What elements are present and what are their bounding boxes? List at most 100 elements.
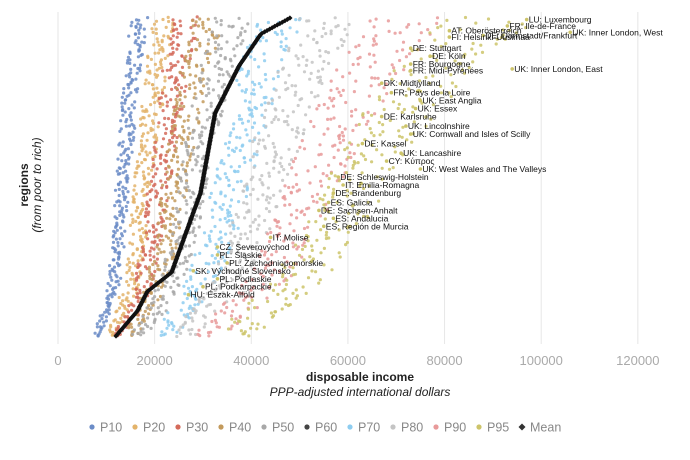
p40-point — [178, 70, 182, 74]
p10-point — [126, 55, 130, 59]
p10-point — [113, 204, 117, 208]
legend-marker-p80 — [390, 424, 396, 430]
p20-point — [139, 145, 144, 149]
p40-point — [163, 226, 167, 230]
p10-point — [129, 111, 133, 115]
p20-point — [126, 291, 130, 295]
p95-point — [447, 91, 451, 95]
p30-point — [154, 189, 158, 193]
p70-point — [208, 195, 212, 200]
p10-point — [123, 110, 127, 114]
p30-point — [130, 303, 134, 307]
p90-point — [210, 319, 214, 324]
p80-point — [210, 291, 214, 295]
p95-point — [345, 194, 349, 198]
p95-point — [239, 329, 243, 333]
p90-point — [435, 16, 440, 20]
p40-point — [187, 65, 191, 69]
p40-point — [185, 161, 189, 165]
p90-point — [435, 21, 439, 25]
p40-point — [169, 239, 173, 243]
p80-point — [272, 117, 276, 122]
p90-point — [350, 109, 354, 113]
p80-point — [302, 128, 306, 132]
p70-point — [250, 92, 254, 96]
p95-point — [327, 177, 331, 181]
p30-point — [162, 158, 167, 162]
p90-point — [344, 100, 348, 105]
p40-point — [174, 140, 178, 144]
p40-point — [175, 160, 180, 164]
p50-point — [201, 199, 205, 204]
p90-point — [250, 295, 254, 299]
p40-point — [182, 75, 186, 79]
p90-point — [294, 173, 298, 177]
p80-point — [200, 296, 204, 300]
p90-point — [303, 237, 307, 242]
p40-point — [167, 142, 171, 146]
p40-point — [206, 17, 210, 21]
p30-point — [144, 231, 149, 235]
legend-label-p50: P50 — [272, 421, 294, 435]
p30-point — [183, 89, 187, 93]
p95-point — [324, 236, 328, 241]
p70-point — [202, 231, 207, 235]
p95-point — [391, 100, 396, 104]
p95-point — [348, 224, 352, 228]
p10-point — [118, 172, 122, 176]
p10-point — [95, 325, 99, 329]
p95-point — [370, 113, 374, 117]
legend: P10 P20 P30 P40 P50 P60 P70 P80 P90 P95 Mean — [89, 421, 561, 435]
p20-point — [132, 294, 136, 298]
p50-point — [163, 260, 167, 264]
p70-point — [259, 85, 263, 89]
p10-point — [142, 41, 146, 45]
p40-point — [180, 136, 184, 140]
p20-point — [134, 209, 138, 213]
p80-point — [243, 216, 247, 220]
p95-point — [368, 127, 372, 131]
p50-point — [205, 177, 209, 181]
p95-point — [495, 37, 499, 41]
p90-point — [295, 216, 299, 220]
p20-point — [119, 316, 123, 320]
p10-point — [108, 284, 112, 288]
p95-point — [247, 334, 251, 338]
p95-point — [331, 195, 335, 199]
p40-point — [159, 250, 163, 254]
p70-point — [179, 308, 183, 312]
p10-point — [126, 147, 130, 151]
p40-point — [173, 217, 178, 222]
p70-point — [234, 146, 238, 150]
p20-point — [149, 126, 153, 130]
p30-point — [146, 213, 150, 217]
y-axis-title: regions — [17, 163, 31, 207]
p40-point — [161, 224, 165, 228]
p70-point — [200, 300, 204, 304]
p80-point — [268, 227, 272, 231]
p95-point — [366, 200, 370, 204]
p40-point — [169, 191, 173, 195]
p80-point — [271, 141, 275, 146]
p50-point — [136, 331, 140, 335]
p20-point — [148, 69, 152, 73]
p80-point — [251, 187, 255, 191]
p30-point — [164, 131, 168, 135]
p50-point — [186, 185, 190, 189]
p95-point — [378, 133, 382, 137]
p10-point — [118, 141, 122, 145]
p70-point — [252, 152, 256, 156]
p80-point — [278, 189, 282, 193]
p90-point — [296, 245, 300, 249]
annotated-region-point — [326, 200, 331, 205]
p95-point — [226, 327, 231, 331]
p40-point — [175, 172, 179, 177]
p30-point — [123, 315, 127, 319]
p90-point — [343, 164, 347, 168]
p95-point — [315, 238, 319, 242]
p90-point — [327, 163, 331, 167]
p50-point — [200, 130, 204, 134]
p95-point — [338, 255, 342, 259]
p30-point — [176, 43, 180, 47]
p10-point — [125, 209, 129, 213]
